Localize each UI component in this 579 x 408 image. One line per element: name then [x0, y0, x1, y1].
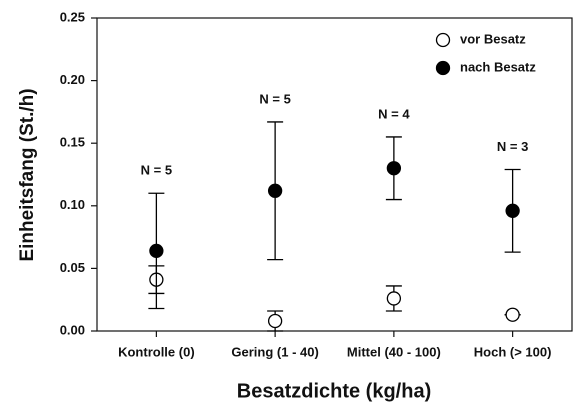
y-tick-label: 0.10: [60, 197, 85, 212]
x-tick-label: Gering (1 - 40): [231, 344, 318, 359]
legend-label: nach Besatz: [460, 59, 536, 74]
y-tick-label: 0.05: [60, 260, 85, 275]
marker: [386, 291, 402, 306]
x-axis-title: Besatzdichte (kg/ha): [237, 380, 431, 402]
marker: [505, 203, 520, 218]
annotation: N = 4: [378, 106, 410, 121]
legend-label: vor Besatz: [460, 31, 526, 46]
marker: [267, 183, 283, 198]
annotation: N = 5: [141, 163, 172, 178]
x-tick-label: Hoch (> 100): [474, 344, 552, 359]
y-tick-label: 0.15: [60, 135, 85, 150]
y-tick-label: 0.00: [60, 322, 85, 337]
legend-marker: [435, 60, 451, 76]
annotation: N = 5: [259, 91, 290, 106]
x-tick-label: Mittel (40 - 100): [347, 344, 441, 359]
annotation: N = 3: [497, 139, 528, 154]
marker: [386, 161, 402, 176]
marker: [267, 313, 283, 329]
x-tick-label: Kontrolle (0): [118, 344, 195, 359]
y-tick-label: 0.20: [60, 72, 85, 87]
marker: [505, 307, 520, 322]
y-axis-title: Einheitsfang (St./h): [17, 88, 38, 261]
plot-frame: [96, 17, 573, 332]
marker: [149, 243, 164, 259]
legend-marker: [435, 32, 451, 48]
y-tick-label: 0.25: [60, 9, 85, 24]
